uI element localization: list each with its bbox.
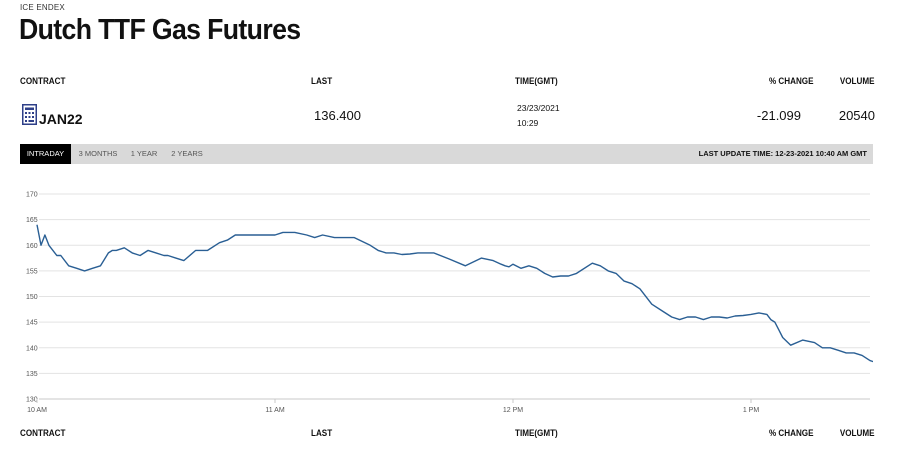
tab-intraday[interactable]: INTRADAY	[20, 144, 71, 164]
header-change: % CHANGE	[769, 76, 814, 86]
x-tick-label: 12 PM	[503, 407, 523, 414]
volume-value: 20540	[838, 108, 875, 123]
page-title: Dutch TTF Gas Futures	[19, 14, 301, 46]
y-tick-label: 145	[26, 320, 38, 327]
exchange-kicker: ICE ENDEX	[20, 3, 65, 12]
footer-header-time: TIME(GMT)	[515, 428, 558, 438]
chart-range-tabs: INTRADAY 3 MONTHS 1 YEAR 2 YEARS LAST UP…	[20, 144, 873, 164]
trade-date: 23/23/2021	[517, 103, 560, 113]
trade-time: 23/23/2021 10:29	[517, 101, 560, 131]
y-tick-label: 165	[26, 217, 38, 224]
last-price: 136.400	[314, 108, 361, 123]
tab-3-months[interactable]: 3 MONTHS	[78, 149, 118, 158]
tab-1-year[interactable]: 1 YEAR	[130, 149, 158, 158]
y-tick-label: 140	[26, 345, 38, 352]
x-tick-label: 10 AM	[27, 407, 47, 414]
y-tick-label: 130	[26, 397, 38, 404]
y-tick-label: 155	[26, 268, 38, 275]
footer-header-change: % CHANGE	[769, 428, 814, 438]
y-tick-label: 135	[26, 371, 38, 378]
footer-header-last: LAST	[311, 428, 333, 438]
percent-change: -21.099	[756, 108, 801, 123]
footer-header-contract: CONTRACT	[20, 428, 66, 438]
y-tick-label: 150	[26, 294, 38, 301]
y-tick-label: 160	[26, 243, 38, 250]
x-tick-label: 11 AM	[265, 407, 284, 414]
trade-clock: 10:29	[517, 118, 539, 128]
last-update-time: LAST UPDATE TIME: 12-23-2021 10:40 AM GM…	[698, 149, 867, 158]
tab-2-years[interactable]: 2 YEARS	[171, 149, 203, 158]
header-contract: CONTRACT	[20, 76, 66, 86]
series-line	[36, 224, 900, 365]
header-time: TIME(GMT)	[515, 76, 558, 86]
y-tick-label: 170	[26, 192, 38, 199]
contract-link[interactable]: JAN22	[39, 111, 83, 127]
x-tick-label: 1 PM	[743, 407, 760, 414]
price-chart: 130 135 140 145 150 155 160 165 170 10 AM 11 AM 12…	[20, 180, 900, 420]
price-chart-svg: 130 135 140 145 150 155 160 165 170 10 AM 11 AM 12…	[26, 192, 900, 414]
footer-header-volume: VOLUME	[840, 428, 875, 438]
header-last: LAST	[311, 76, 333, 86]
contract-document-icon[interactable]	[22, 104, 37, 125]
header-volume: VOLUME	[840, 76, 875, 86]
